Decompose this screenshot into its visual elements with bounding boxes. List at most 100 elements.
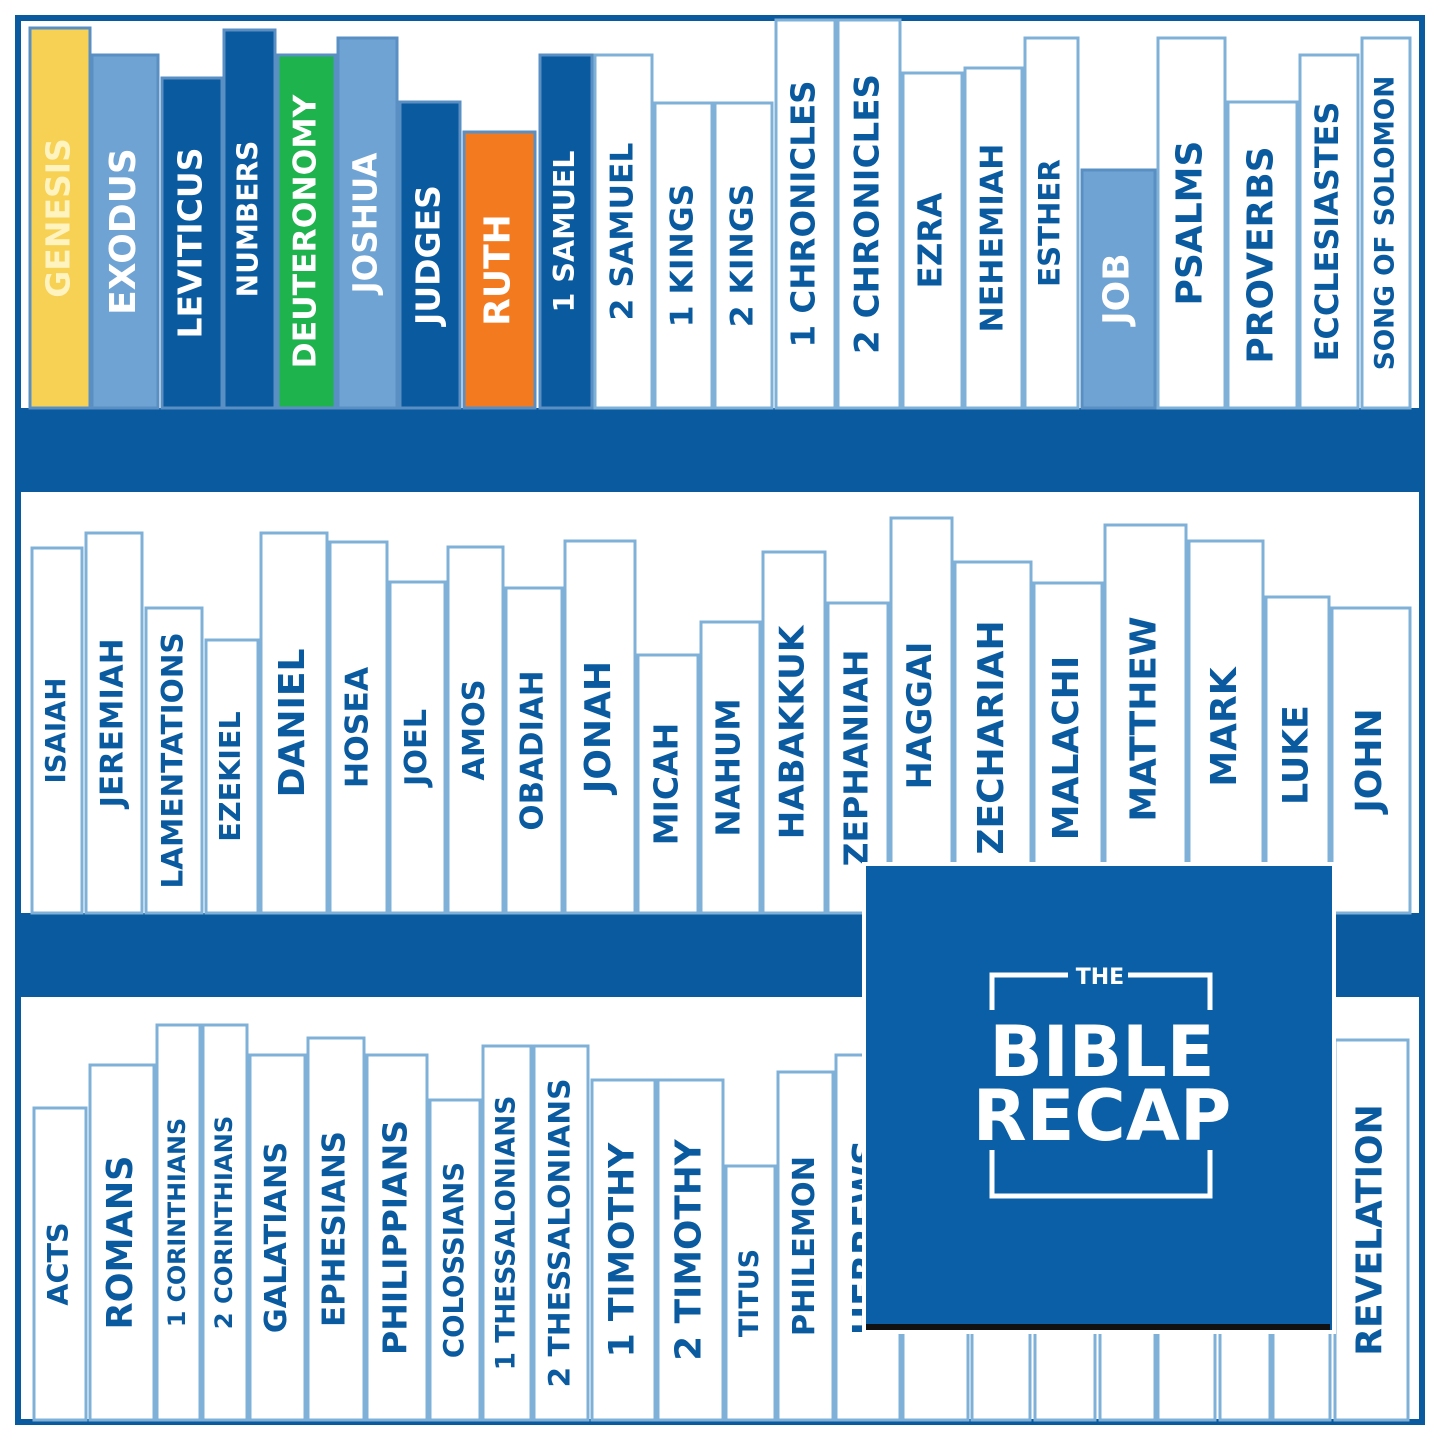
book-spine bbox=[446, 545, 505, 915]
book-spine bbox=[259, 531, 329, 915]
book-title: TITUS bbox=[734, 1249, 765, 1337]
logo-bracket bbox=[989, 972, 1213, 1199]
logo-bible: BIBLE bbox=[989, 1011, 1214, 1093]
book-spine bbox=[201, 1023, 249, 1422]
book-title: EPHESIANS bbox=[317, 1131, 353, 1327]
logo-shadow bbox=[866, 1324, 1330, 1330]
book-spine bbox=[1330, 606, 1412, 915]
book-title: EZEKIEL bbox=[213, 711, 247, 841]
book-spine bbox=[388, 580, 447, 915]
book-title: OBADIAH bbox=[515, 670, 551, 830]
book-title: DANIEL bbox=[272, 649, 313, 798]
book-title: PROVERBS bbox=[1241, 146, 1282, 363]
book-title: 2 CHRONICLES bbox=[848, 74, 888, 354]
book-title: JOSHUA bbox=[347, 153, 385, 296]
shelf-board bbox=[18, 408, 1422, 492]
book-spine bbox=[248, 1053, 307, 1422]
book-spine bbox=[1103, 523, 1188, 915]
book-title: RUTH bbox=[478, 214, 519, 326]
book-title: 1 CORINTHIANS bbox=[163, 1118, 191, 1327]
book-title: MARK bbox=[1204, 666, 1245, 786]
book-spine bbox=[84, 531, 144, 915]
book-title: REVELATION bbox=[1350, 1104, 1391, 1355]
book-title: JOB bbox=[1097, 253, 1138, 327]
book-spine bbox=[276, 53, 337, 410]
book-title: AMOS bbox=[457, 679, 492, 780]
book-title: DEUTERONOMY bbox=[288, 93, 324, 368]
book-spine bbox=[306, 1036, 366, 1422]
logo-recap: RECAP bbox=[973, 1075, 1232, 1157]
book-title: NEHEMIAH bbox=[975, 144, 1011, 333]
book-spine bbox=[774, 18, 837, 410]
book-title: HAGGAI bbox=[900, 642, 939, 790]
book-spine bbox=[155, 1023, 202, 1422]
book-title: ISAIAH bbox=[40, 678, 72, 784]
book-title: 2 THESSALONIANS bbox=[543, 1079, 578, 1388]
book-spine bbox=[481, 1044, 533, 1422]
book-title: GALATIANS bbox=[259, 1142, 294, 1333]
book-spine bbox=[532, 1044, 590, 1422]
book-title: 1 THESSALONIANS bbox=[491, 1096, 522, 1371]
book-spine bbox=[836, 18, 902, 410]
book-spine bbox=[328, 540, 389, 915]
book-title: EZRA bbox=[912, 193, 950, 289]
book-title: MICAH bbox=[647, 723, 686, 846]
book-spine bbox=[563, 539, 637, 915]
book-title: LAMENTATIONS bbox=[156, 632, 190, 888]
logo-box bbox=[862, 862, 1336, 1334]
book-title: ROMANS bbox=[100, 1155, 141, 1329]
book-title: LUKE bbox=[1277, 705, 1317, 805]
book-title: NUMBERS bbox=[232, 141, 265, 298]
book-spine bbox=[636, 653, 700, 915]
book-spine bbox=[1333, 1038, 1410, 1422]
book-title: 2 KINGS bbox=[725, 184, 761, 327]
book-title: HABAKKUK bbox=[773, 624, 813, 839]
book-title: 1 KINGS bbox=[665, 184, 701, 327]
book-spine bbox=[1298, 53, 1360, 410]
logo: THE BIBLE RECAP bbox=[862, 862, 1336, 1334]
book-title: 2 CORINTHIANS bbox=[210, 1116, 238, 1330]
book-spine bbox=[1080, 168, 1157, 410]
book-title: 1 CHRONICLES bbox=[785, 80, 823, 347]
book-spine bbox=[428, 1098, 482, 1422]
book-title: JEREMIAH bbox=[95, 639, 131, 810]
books: GENESIS EXODUS LEVITICUS NUMBERS DEUTERONOMY… bbox=[28, 18, 1412, 1422]
book-spine bbox=[826, 601, 890, 915]
book-title: HOSEA bbox=[340, 666, 376, 788]
book-title: MALACHI bbox=[1046, 656, 1087, 840]
book-title: EXODUS bbox=[103, 148, 144, 315]
book-spine bbox=[336, 36, 399, 410]
book-title: JOEL bbox=[399, 709, 434, 788]
book-title: PHILEMON bbox=[787, 1156, 822, 1336]
book-spine bbox=[88, 1063, 156, 1422]
book-spine bbox=[901, 71, 964, 410]
book-spine bbox=[504, 586, 564, 915]
book-spine bbox=[365, 1053, 429, 1422]
book-title: 1 SAMUEL bbox=[547, 151, 581, 313]
book-spine bbox=[593, 53, 654, 410]
book-title: ZEPHANIAH bbox=[837, 650, 876, 867]
book-spine bbox=[28, 26, 92, 410]
book-spine bbox=[724, 1164, 777, 1422]
book-title: SONG OF SOLOMON bbox=[1370, 76, 1401, 371]
logo-the: THE bbox=[1076, 965, 1124, 990]
book-spine bbox=[1023, 36, 1080, 410]
book-spine bbox=[32, 1106, 88, 1422]
book-title: ECCLESIASTES bbox=[1308, 102, 1346, 362]
book-spine bbox=[713, 101, 774, 410]
book-title: 2 SAMUEL bbox=[605, 143, 641, 321]
book-spine bbox=[1032, 581, 1104, 915]
book-spine bbox=[90, 53, 160, 410]
book-spine bbox=[590, 1078, 657, 1422]
book-title: NAHUM bbox=[710, 698, 748, 836]
book-spine bbox=[462, 130, 537, 410]
book-title: LEVITICUS bbox=[171, 148, 210, 339]
book-spine bbox=[963, 66, 1024, 410]
book-spine bbox=[653, 101, 714, 410]
book-spine bbox=[398, 100, 462, 410]
book-spine bbox=[222, 28, 277, 410]
book-title: JUDGES bbox=[409, 185, 448, 327]
book-spine bbox=[1156, 36, 1227, 410]
book-title: COLOSSIANS bbox=[438, 1162, 470, 1358]
